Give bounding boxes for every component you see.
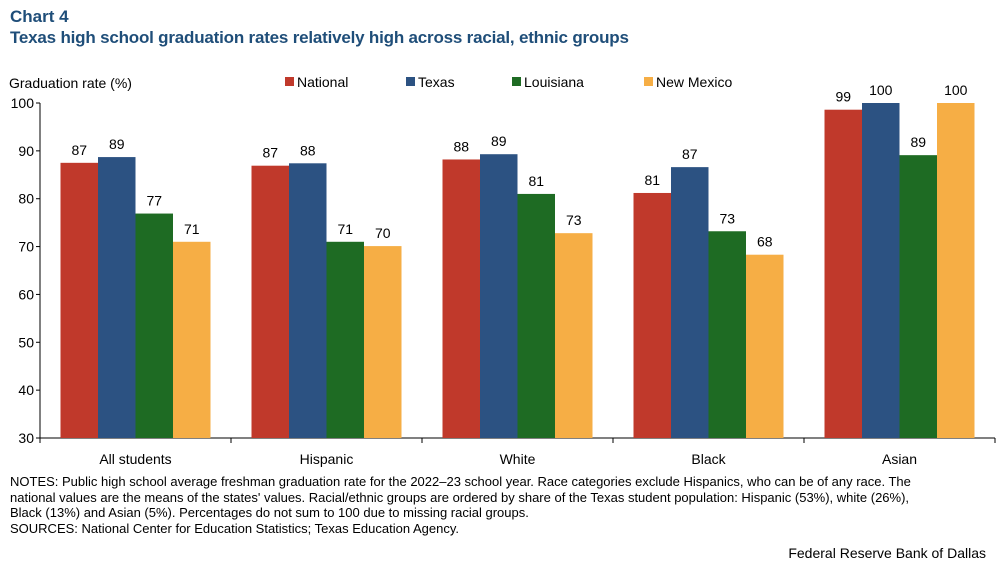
bar-texas xyxy=(98,157,136,439)
bar-louisiana xyxy=(899,155,937,438)
bar-new-mexico xyxy=(555,233,593,438)
data-label: 71 xyxy=(337,221,353,237)
x-tick-label: Hispanic xyxy=(300,451,354,467)
data-label: 100 xyxy=(869,82,893,98)
data-label: 81 xyxy=(644,172,660,188)
y-tick-label: 80 xyxy=(18,191,34,207)
y-tick-label: 90 xyxy=(18,143,34,159)
data-label: 71 xyxy=(184,221,200,237)
data-label: 68 xyxy=(757,234,773,250)
chart-title: Texas high school graduation rates relat… xyxy=(10,28,629,47)
legend: National Texas Louisiana New Mexico xyxy=(285,74,732,90)
bar-louisiana xyxy=(326,241,364,438)
y-tick-label: 70 xyxy=(18,239,34,255)
legend-label: National xyxy=(297,74,348,90)
data-label: 87 xyxy=(71,142,87,158)
data-label: 70 xyxy=(375,225,391,241)
title-block: Chart 4 Texas high school graduation rat… xyxy=(10,7,629,49)
credit-text: Federal Reserve Bank of Dallas xyxy=(788,545,986,561)
y-axis-label: Graduation rate (%) xyxy=(9,75,132,91)
chart-number: Chart 4 xyxy=(10,7,69,26)
sources-text: SOURCES: National Center for Education S… xyxy=(10,520,459,536)
x-tick-label: Asian xyxy=(882,451,917,467)
bar-national xyxy=(824,109,862,438)
legend-label: Louisiana xyxy=(524,74,584,90)
bar-new-mexico xyxy=(173,241,211,438)
y-tick-label: 40 xyxy=(18,382,34,398)
y-tick-label: 100 xyxy=(11,95,35,111)
bar-texas xyxy=(480,154,518,438)
y-tick-label: 50 xyxy=(18,334,34,350)
data-label: 73 xyxy=(719,210,735,226)
legend-label: Texas xyxy=(418,74,455,90)
data-label: 87 xyxy=(682,146,698,162)
notes-block: NOTES: Public high school average freshm… xyxy=(10,474,940,536)
y-tick-label: 30 xyxy=(18,430,34,446)
bar-national xyxy=(633,192,671,438)
x-tick-label: All students xyxy=(99,451,171,467)
data-label: 73 xyxy=(566,212,582,228)
legend-swatch xyxy=(644,77,653,86)
legend-swatch xyxy=(406,77,415,86)
data-label: 88 xyxy=(300,142,316,158)
data-label: 77 xyxy=(146,193,162,209)
y-tick-label: 60 xyxy=(18,286,34,302)
legend-swatch xyxy=(285,77,294,86)
data-label: 88 xyxy=(453,138,469,154)
data-label: 81 xyxy=(528,173,544,189)
data-label: 100 xyxy=(944,82,968,98)
x-tick-label: Black xyxy=(691,451,726,467)
notes-text: NOTES: Public high school average freshm… xyxy=(10,474,911,520)
plot-area: 30 40 50 60 70 80 90 100 87 89 77 71 All students 87 8… xyxy=(11,82,996,467)
bar-chart: Graduation rate (%) National Texas Louisia… xyxy=(9,74,996,467)
bar-national xyxy=(442,159,480,438)
bar-texas xyxy=(289,163,327,439)
bar-new-mexico xyxy=(364,246,402,438)
bar-texas xyxy=(862,103,900,438)
legend-swatch xyxy=(512,77,521,86)
bar-louisiana xyxy=(517,193,555,438)
bar-new-mexico xyxy=(746,254,784,438)
data-label: 89 xyxy=(910,134,926,150)
bar-texas xyxy=(671,167,709,438)
data-label: 87 xyxy=(262,145,278,161)
data-label: 89 xyxy=(109,136,125,152)
bar-louisiana xyxy=(135,213,173,438)
bar-louisiana xyxy=(708,231,746,438)
bar-national xyxy=(60,162,98,439)
data-label: 89 xyxy=(491,133,507,149)
bar-national xyxy=(251,165,289,438)
bar-new-mexico xyxy=(937,103,975,438)
x-tick-label: White xyxy=(500,451,536,467)
legend-label: New Mexico xyxy=(656,74,732,90)
data-label: 99 xyxy=(835,89,851,105)
